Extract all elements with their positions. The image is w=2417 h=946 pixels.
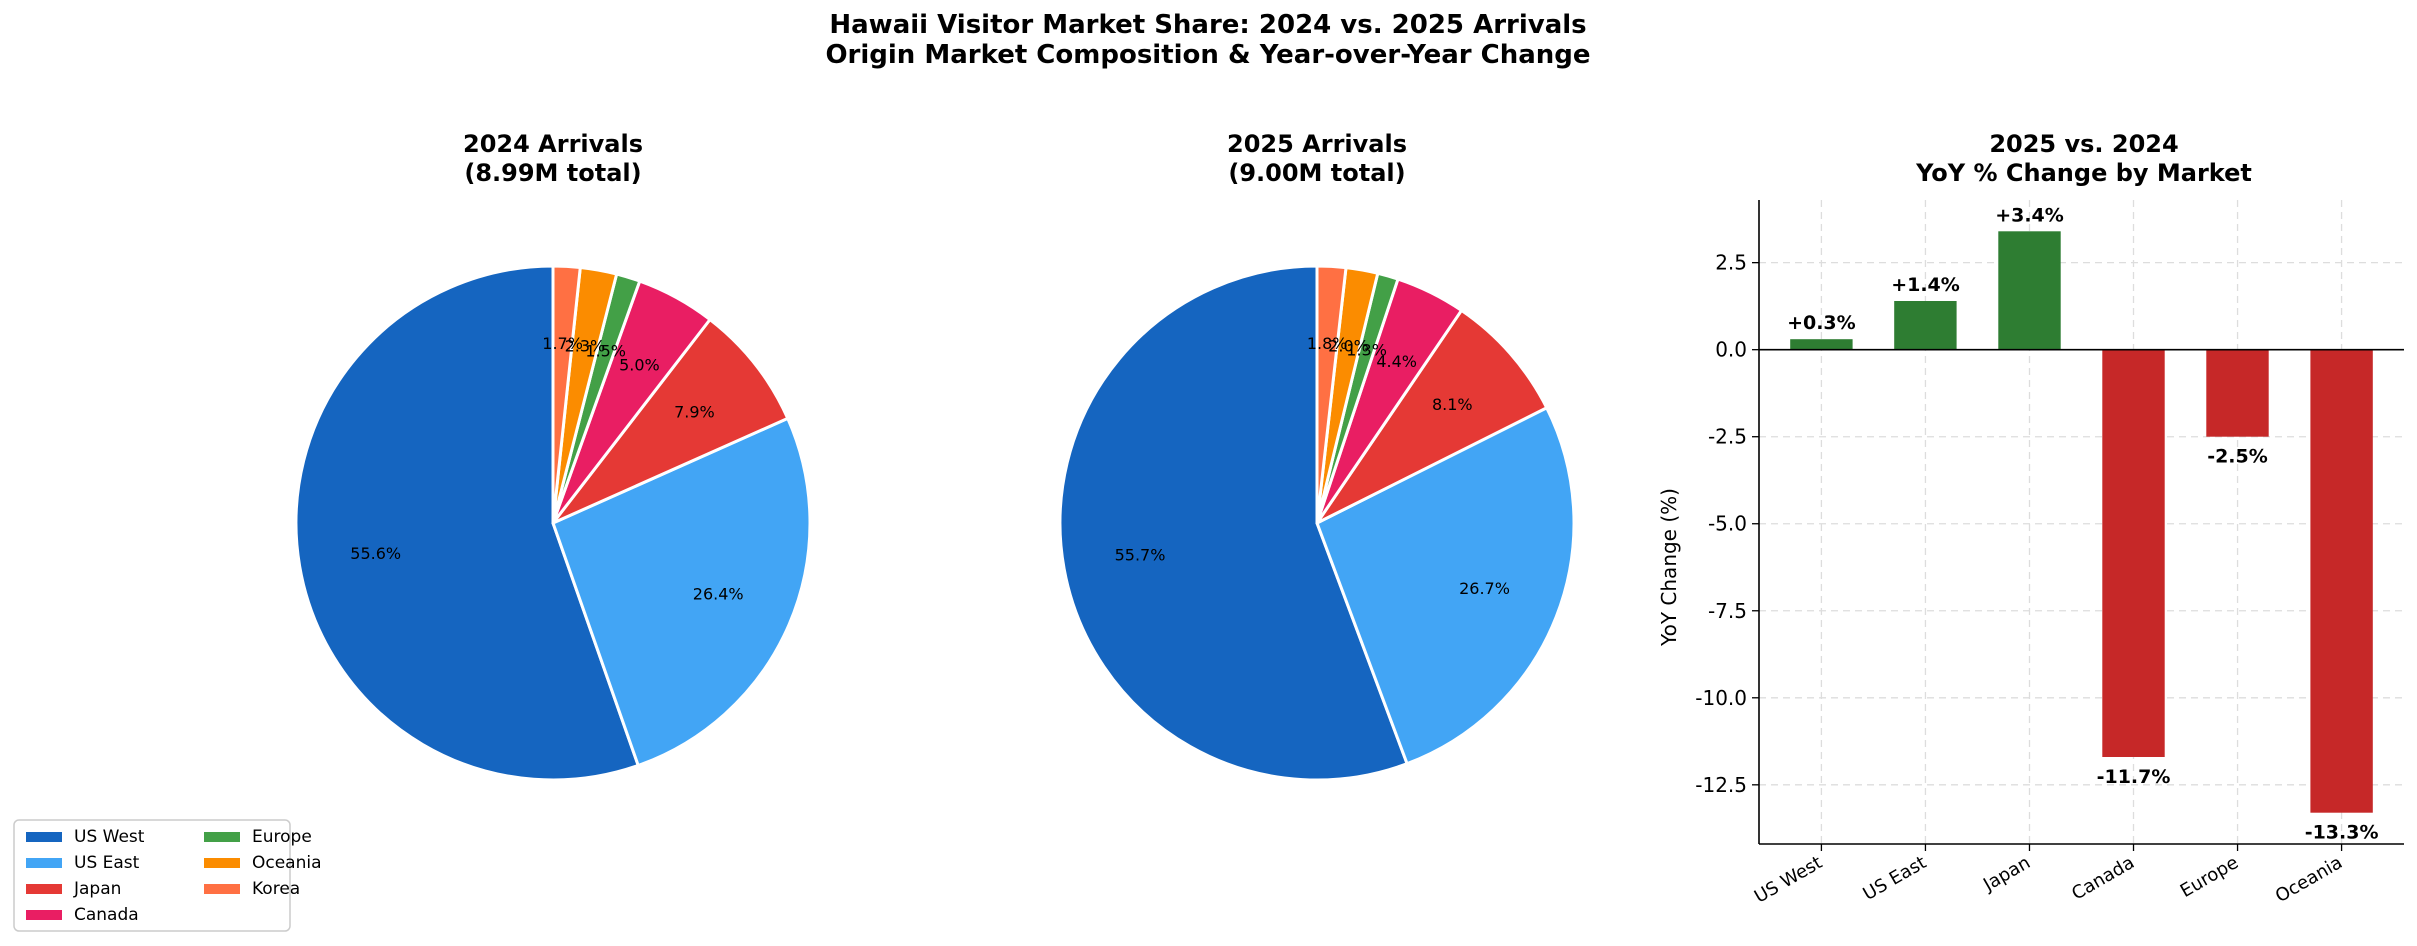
pie-2025-slice-japan [1315, 308, 1549, 525]
pie-2025-slices [1058, 264, 1576, 782]
legend-label-europe: Europe [252, 827, 312, 847]
pie-2024-label-us-east: 26.4% [693, 585, 744, 604]
legend-label-japan: Japan [73, 879, 121, 899]
pie-2025-label-us-east: 26.7% [1459, 579, 1510, 598]
bar-value-label-oceania: -13.3% [2305, 822, 2379, 844]
pie-2025-label-europe: 1.3% [1346, 341, 1387, 360]
y-tick-label: -10.0 [1695, 686, 1747, 710]
bar-value-label-us-west: +0.3% [1787, 312, 1856, 334]
pie-2024-label-oceania: 2.3% [565, 337, 606, 356]
pie-2024-label-korea: 1.7% [542, 334, 583, 353]
figure-title-line2: Origin Market Composition & Year-over-Ye… [825, 40, 1590, 70]
pie-2025-slice-us-west [1058, 264, 1409, 782]
y-tick-label: 0.0 [1715, 338, 1747, 362]
y-tick-label: -12.5 [1695, 773, 1747, 797]
pie-2025-label-japan: 8.1% [1432, 395, 1473, 414]
bar-chart-axes [1758, 200, 2404, 845]
pie-2025-label-oceania: 2.0% [1328, 336, 1369, 355]
bar-value-label-japan: +3.4% [1995, 204, 2064, 226]
y-tick-label: -5.0 [1708, 512, 1747, 536]
pie-2025-labels: 55.7% 26.7% 8.1% 4.4%1.3%2.0%1.8% [1115, 334, 1510, 598]
bar-chart-bars [1790, 231, 2373, 813]
pie-2024-slices [294, 264, 812, 782]
pie-2024-slice-us-east [551, 416, 812, 767]
legend-swatch-canada [26, 910, 62, 920]
pie-2024-title-line2: (8.99M total) [464, 159, 641, 187]
y-tick-label: 2.5 [1715, 251, 1747, 275]
bar-oceania [2310, 349, 2373, 813]
figure-title-line1: Hawaii Visitor Market Share: 2024 vs. 20… [829, 10, 1586, 40]
pie-2024-slice-korea [551, 264, 582, 525]
legend-entries: US West US East Japan Canada Europe Oceania Ko… [26, 827, 322, 925]
legend-label-canada: Canada [74, 905, 139, 925]
pie-2024-label-europe: 1.5% [585, 342, 626, 361]
pie-2024-slice-japan [551, 318, 790, 525]
y-tick-label: -2.5 [1708, 425, 1747, 449]
pie-2025-title-line2: (9.00M total) [1228, 159, 1405, 187]
pie-2025-title-line1: 2025 Arrivals [1227, 130, 1407, 158]
legend-swatch-oceania [204, 858, 240, 868]
bar-chart-value-labels: +0.3% +1.4% +3.4% -11.7% -2.5% -13.3% [1787, 204, 2378, 843]
bar-chart-y-ticks: 2.5 0.0 -2.5 -5.0 -7.5 -10.0 -12.5 [1695, 251, 1759, 797]
bar-europe [2206, 349, 2269, 437]
pie-2024-label-japan: 7.9% [674, 402, 715, 421]
pie-chart-2025: 2025 Arrivals (9.00M total) 55.7% 26.7% 8.… [1058, 130, 1576, 782]
bar-value-label-canada: -11.7% [2097, 766, 2171, 788]
pie-2024-labels: 55.6% 26.4% 7.9% 5.0%1.5%2.3%1.7% [350, 334, 743, 604]
bar-japan [1998, 231, 2061, 350]
pie-2024-label-canada: 5.0% [619, 356, 660, 375]
legend-swatch-us-east [26, 858, 62, 868]
legend-label-us-west: US West [74, 827, 145, 847]
legend-swatch-korea [204, 884, 240, 894]
pie-2025-slice-us-east [1315, 406, 1576, 766]
legend-swatch-europe [204, 832, 240, 842]
legend-frame [13, 819, 291, 932]
y-tick-label: -7.5 [1708, 599, 1747, 623]
pie-2025-label-korea: 1.8% [1307, 334, 1348, 353]
bar-value-label-europe: -2.5% [2207, 446, 2268, 468]
pie-2024-title-line1: 2024 Arrivals [463, 130, 643, 158]
bar-us-east [1894, 301, 1957, 350]
bar-us-west [1790, 339, 1853, 350]
pie-2025-label-canada: 4.4% [1376, 352, 1417, 371]
legend-swatch-us-west [26, 832, 62, 842]
bar-chart-title-line1: 2025 vs. 2024 [1989, 130, 2178, 158]
legend: US West US East Japan Canada Europe Oceania Ko… [13, 819, 322, 932]
legend-swatch-japan [26, 884, 62, 894]
pie-2025-slice-korea [1315, 264, 1348, 525]
pie-2024-label-us-west: 55.6% [350, 544, 401, 563]
bar-chart-title-line2: YoY % Change by Market [1915, 159, 2252, 187]
pie-2025-label-us-west: 55.7% [1115, 546, 1166, 565]
legend-label-us-east: US East [74, 853, 140, 873]
bar-value-label-us-east: +1.4% [1891, 274, 1960, 296]
legend-label-oceania: Oceania [252, 853, 322, 873]
bar-canada [2102, 349, 2165, 757]
bar-chart-y-axis-label: YoY Change (%) [1657, 488, 1681, 647]
pie-chart-2024: 2024 Arrivals (8.99M total) 55.6% 26.4% 7.… [294, 130, 812, 782]
legend-label-korea: Korea [252, 879, 300, 899]
